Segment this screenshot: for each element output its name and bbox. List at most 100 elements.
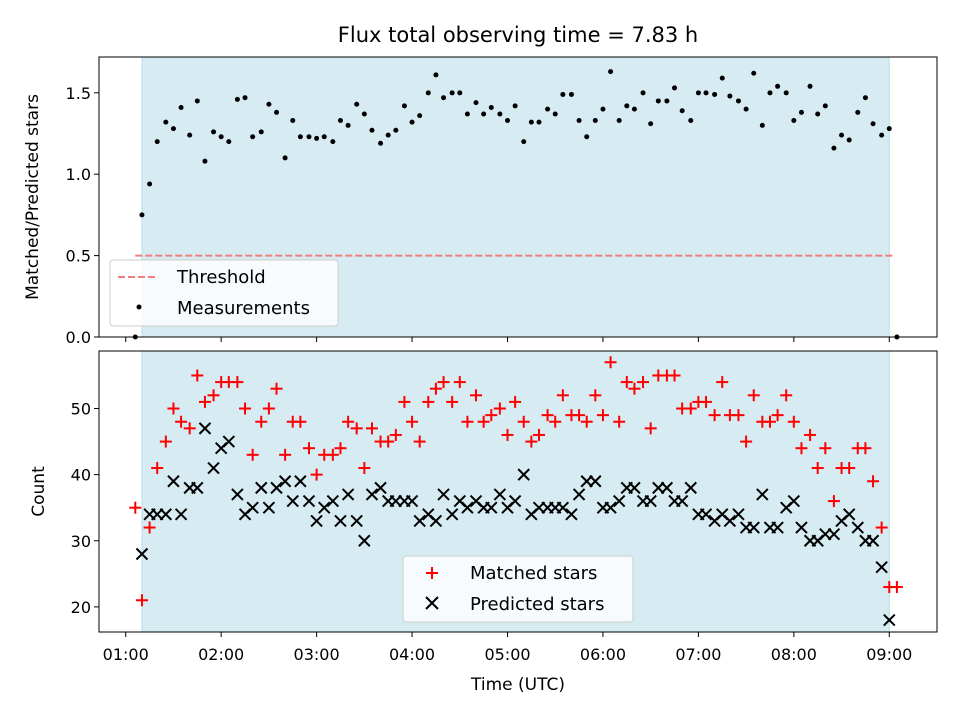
measurement-point	[600, 106, 606, 112]
predicted-star-point	[493, 488, 507, 501]
measurement-point	[560, 91, 566, 97]
predicted-star-point	[167, 475, 180, 488]
measurement-point	[226, 139, 232, 145]
predicted-star-point	[787, 494, 801, 508]
matched-star-point	[771, 409, 784, 422]
legend-measurements-label: Measurements	[177, 298, 310, 319]
matched-star-point	[255, 415, 268, 428]
predicted-star-point	[842, 508, 856, 521]
measurement-point	[457, 90, 463, 96]
measurement-point	[767, 90, 773, 96]
measurement-point	[528, 119, 534, 125]
predicted-star-point	[461, 501, 474, 514]
x-tick-label-01:00: 01:00	[103, 645, 149, 664]
bottom-y-ticks: 20 30 40 50	[71, 400, 99, 617]
measurement-point	[154, 139, 160, 145]
matched-star-point	[207, 389, 220, 402]
measurement-point	[505, 117, 511, 123]
measurement-point	[608, 69, 614, 75]
predicted-star-point	[445, 508, 459, 521]
predicted-star-point	[262, 501, 276, 514]
measurement-point	[202, 158, 208, 164]
top-panel: 0.0 0.5 1.0 1.5 Matched/Predicted stars Thr…	[23, 56, 938, 347]
top-y-tick-label-1.5: 1.5	[66, 84, 91, 103]
predicted-star-point	[310, 514, 323, 528]
measurement-point	[831, 145, 837, 151]
measurement-point	[385, 132, 391, 138]
predicted-star-point	[675, 494, 689, 508]
matched-star-point	[429, 382, 442, 395]
measurement-point	[250, 134, 256, 140]
top-axes-frame	[98, 56, 938, 338]
matched-star-point	[350, 422, 363, 435]
predicted-star-point	[358, 534, 371, 547]
measurement-point	[488, 104, 494, 110]
matched-star-point	[453, 376, 466, 389]
matched-star-point	[509, 395, 522, 408]
measurement-point	[655, 98, 661, 104]
predicted-star-point	[231, 488, 244, 501]
legend-matched-label: Matched stars	[470, 563, 597, 584]
legend-measurements-swatch	[136, 304, 142, 310]
matched-star-point	[843, 462, 856, 475]
measurement-point	[354, 101, 360, 107]
x-tick-label-03:00: 03:00	[294, 645, 340, 664]
predicted-star-point	[565, 508, 578, 521]
predicted-star-point	[699, 508, 713, 521]
measurement-point	[361, 111, 367, 117]
predicted-star-point	[723, 514, 737, 528]
matched-star-point	[485, 409, 498, 422]
matched-star-point	[541, 409, 554, 422]
measurement-point	[234, 96, 240, 102]
matched-star-point	[183, 422, 196, 435]
x-tick-label-08:00: 08:00	[771, 645, 817, 664]
measurement-point	[743, 106, 749, 112]
top-y-tick-label-1.0: 1.0	[66, 165, 91, 184]
measurement-point	[147, 181, 153, 187]
measurement-point	[822, 103, 828, 109]
predicted-star-point	[612, 494, 626, 508]
predicted-star-point	[628, 481, 641, 495]
predicted-star-point	[644, 494, 657, 508]
matched-star-point	[589, 389, 602, 402]
top-y-ticks: 0.0 0.5 1.0 1.5	[66, 84, 99, 347]
matched-star-point	[279, 448, 292, 461]
measurement-point	[464, 111, 470, 117]
matched-star-point	[668, 369, 681, 382]
predicted-star-point	[827, 527, 841, 541]
matched-star-point	[159, 435, 172, 448]
measurement-point	[393, 127, 399, 133]
measurement-point	[242, 95, 248, 101]
matched-star-point	[294, 415, 307, 428]
matched-star-point	[604, 356, 617, 369]
measurement-point	[862, 95, 868, 101]
measurement-point	[297, 134, 303, 140]
top-x-ticks	[125, 337, 890, 342]
measurement-point	[695, 90, 701, 96]
predicted-star-point	[684, 481, 697, 495]
legend-matched-swatch	[426, 567, 438, 579]
measurement-point	[330, 139, 336, 145]
bottom-legend-box	[402, 555, 634, 623]
measurement-point	[178, 104, 184, 110]
measurement-point	[512, 103, 518, 109]
predicted-star-point	[198, 422, 212, 435]
measurement-point	[545, 106, 551, 112]
predicted-star-point	[866, 534, 880, 547]
matched-star-point	[446, 395, 459, 408]
matched-star-point	[613, 415, 626, 428]
measurement-point	[521, 139, 527, 145]
x-tick-label-05:00: 05:00	[484, 645, 530, 664]
measurement-point	[369, 127, 375, 133]
measurement-point	[688, 117, 694, 123]
legend-predicted-swatch	[425, 596, 439, 610]
predicted-star-point	[604, 501, 617, 514]
bottom-x-ticks: 01:00 02:00 03:00 04:00 05:00 06:00 07:00 08:00…	[103, 632, 912, 664]
measurement-point	[727, 93, 733, 99]
matched-star-point	[422, 395, 435, 408]
predicted-star-point	[207, 461, 220, 475]
predicted-star-point	[405, 494, 419, 508]
predicted-star-point	[572, 488, 586, 501]
matched-star-point	[684, 402, 697, 415]
